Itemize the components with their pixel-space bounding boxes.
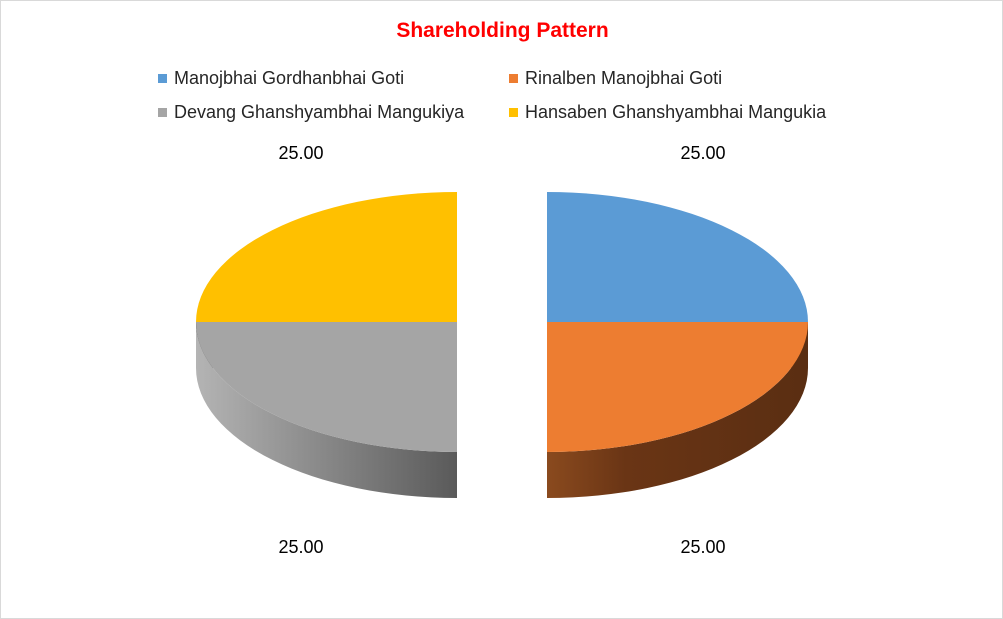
- legend-swatch: [509, 108, 518, 117]
- data-label: 25.00: [278, 537, 323, 557]
- legend-item-devang: Devang Ghanshyambhai Mangukiya: [158, 102, 464, 123]
- legend-item-hansaben: Hansaben Ghanshyambhai Mangukia: [509, 102, 826, 123]
- legend-label: Hansaben Ghanshyambhai Mangukia: [525, 102, 827, 122]
- pie-slice: [547, 322, 808, 498]
- data-label: 25.00: [680, 537, 725, 557]
- chart-title: Shareholding Pattern: [396, 19, 609, 42]
- legend-item-manojbhai: Manojbhai Gordhanbhai Goti: [158, 68, 404, 89]
- pie-slice: [196, 322, 457, 498]
- legend-swatch: [158, 74, 167, 83]
- legend-item-rinalben: Rinalben Manojbhai Goti: [509, 68, 722, 89]
- data-label: 25.00: [680, 143, 725, 163]
- legend-label: Manojbhai Gordhanbhai Goti: [174, 68, 405, 88]
- data-label: 25.00: [278, 143, 323, 163]
- legend-swatch: [158, 108, 167, 117]
- legend-label: Devang Ghanshyambhai Mangukiya: [174, 102, 465, 122]
- legend-swatch: [509, 74, 518, 83]
- legend-label: Rinalben Manojbhai Goti: [525, 68, 723, 88]
